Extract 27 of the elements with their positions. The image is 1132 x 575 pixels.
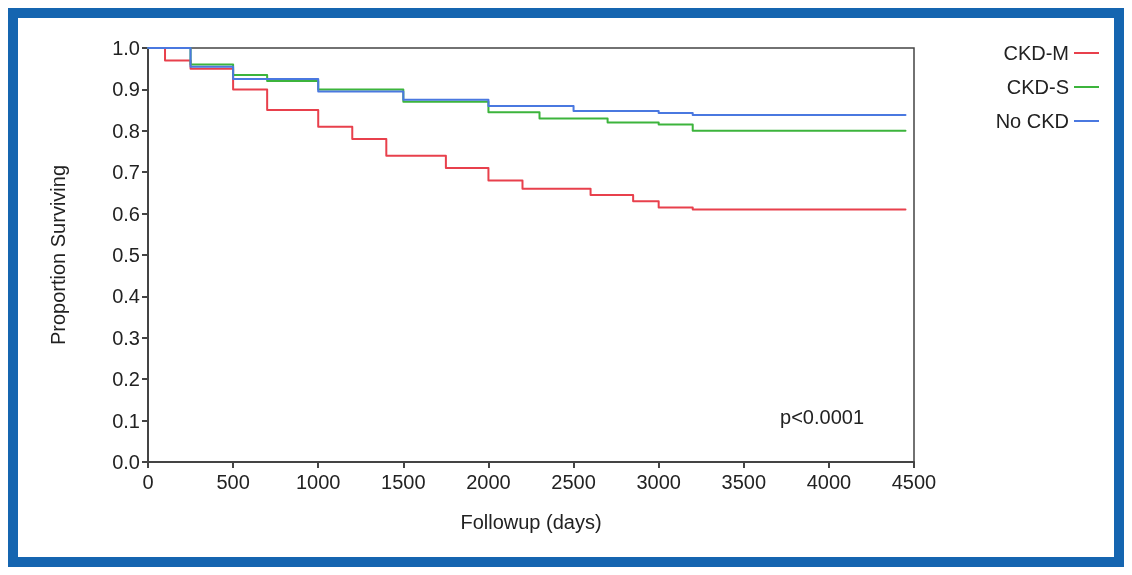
x-tick-label: 4500: [891, 471, 937, 493]
y-tick-label: 1.0: [112, 37, 140, 59]
x-tick-label: 4000: [806, 471, 852, 493]
y-tick-label: 0.6: [112, 202, 140, 225]
x-tick-label: 1500: [381, 471, 426, 493]
legend-label: CKD-S: [1006, 76, 1069, 98]
y-tick-label: 0.2: [112, 368, 140, 391]
x-tick-label: 2500: [551, 471, 596, 493]
y-tick-label: 0.4: [112, 285, 140, 308]
x-axis-title: Followup (days): [460, 511, 602, 533]
x-tick-label: 0: [142, 471, 154, 493]
y-tick-label: 0.1: [112, 409, 140, 432]
x-tick-label: 3000: [636, 471, 681, 493]
y-tick-label: 0.8: [112, 119, 140, 142]
x-tick-label: 2000: [466, 471, 511, 493]
y-tick-label: 0.5: [112, 244, 140, 266]
y-tick-label: 0.0: [112, 451, 140, 473]
x-tick-label: 3500: [721, 471, 767, 493]
y-tick-label: 0.9: [112, 78, 140, 101]
y-tick-label: 0.3: [112, 326, 140, 349]
x-tick-label: 500: [216, 471, 250, 493]
legend-label: No CKD: [995, 110, 1069, 132]
x-tick-label: 1000: [295, 471, 341, 493]
annotation: p<0.0001: [780, 406, 865, 428]
y-axis-title: Proportion Surviving: [47, 164, 69, 346]
legend-label: CKD-M: [1003, 42, 1069, 64]
y-tick-label: 0.7: [112, 161, 140, 184]
